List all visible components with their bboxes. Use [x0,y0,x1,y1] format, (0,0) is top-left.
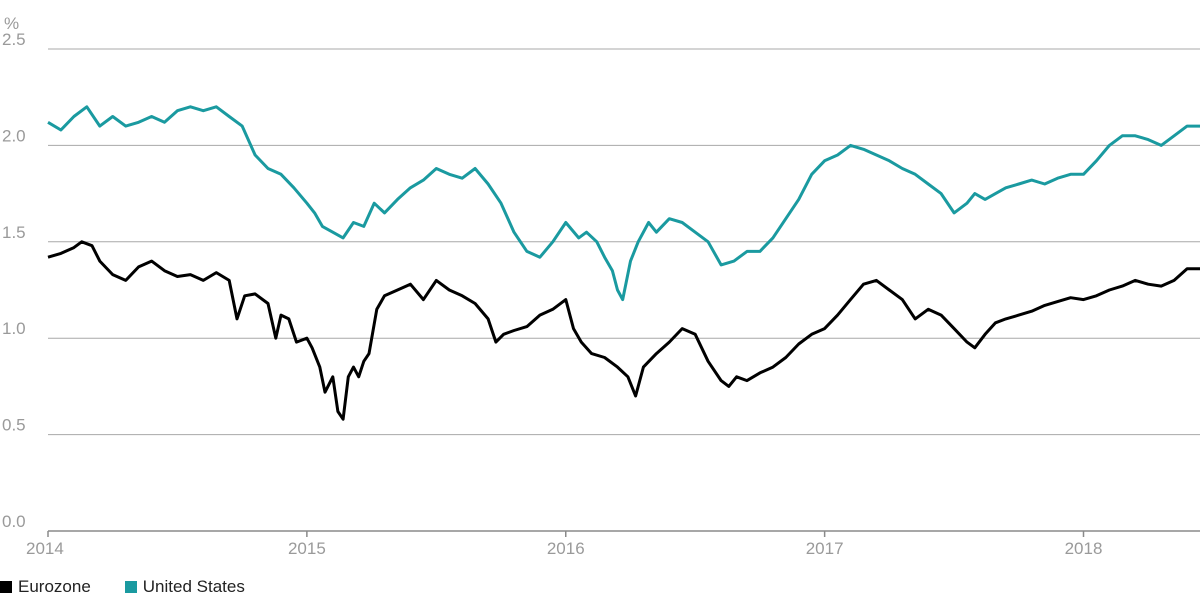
x-tick-label: 2017 [806,539,844,558]
legend-swatch-united-states [124,581,137,593]
legend-label-eurozone: Eurozone [18,577,91,596]
y-tick-label: 0.5 [2,416,26,435]
y-axis-unit-label: % [4,14,19,33]
y-tick-label: 1.0 [2,319,26,338]
y-tick-label: 0.0 [2,512,26,531]
legend: Eurozone United States [0,576,279,598]
x-tick-label: 2014 [26,539,64,558]
y-tick-label: 2.0 [2,126,26,145]
y-tick-label: 2.5 [2,30,26,49]
x-tick-label: 2018 [1065,539,1103,558]
gridlines [48,48,1200,436]
legend-item-united-states: United States [124,577,245,597]
y-tick-label: 1.5 [2,223,26,242]
y-axis-tick-labels: 0.0 0.5 1.0 1.5 2.0 2.5 [2,30,26,531]
legend-swatch-eurozone [0,581,12,593]
series-line-united-states [47,105,1200,302]
series-lines [47,105,1200,421]
x-tick-label: 2016 [547,539,585,558]
legend-item-eurozone: Eurozone [0,577,91,597]
x-axis: 2014 2015 2016 2017 2018 [26,530,1200,558]
x-tick-label: 2015 [288,539,326,558]
series-line-eurozone [47,240,1200,421]
legend-label-united-states: United States [142,577,245,596]
